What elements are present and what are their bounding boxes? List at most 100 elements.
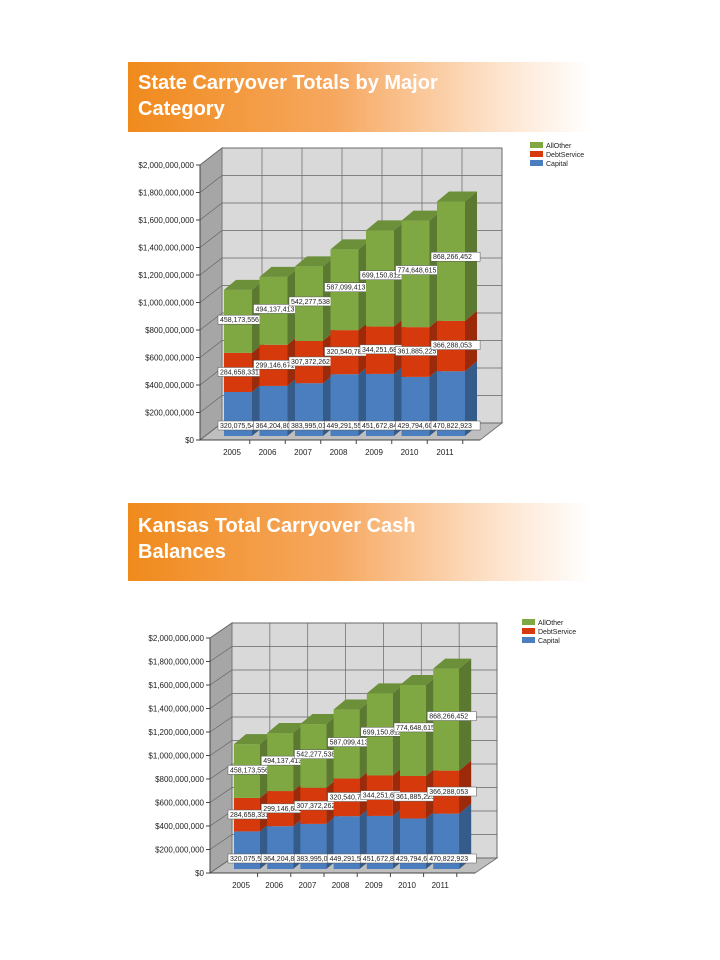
data-label: 307,372,262 <box>291 359 330 366</box>
x-tick-label: 2007 <box>294 448 312 457</box>
data-label: 307,372,262 <box>296 803 335 810</box>
y-tick-label: $1,800,000,000 <box>138 189 194 198</box>
x-tick-label: 2007 <box>299 881 317 890</box>
data-label: 699,150,812 <box>363 729 402 736</box>
legend-swatch-allother <box>522 619 535 625</box>
x-tick-label: 2005 <box>223 448 241 457</box>
data-label: 364,204,808 <box>263 856 302 863</box>
bar-top-allother <box>333 699 372 710</box>
data-label: 383,995,018 <box>291 423 330 430</box>
data-label-box <box>426 786 477 797</box>
data-label-box <box>426 853 477 864</box>
y-tick-label: $1,000,000,000 <box>148 752 204 761</box>
data-label: 470,822,923 <box>429 856 468 863</box>
slide-title-banner: State Carryover Totals by Major Category <box>128 62 590 132</box>
data-label: 449,291,553 <box>327 423 366 430</box>
data-label-box <box>430 420 481 431</box>
bar-top-allother <box>259 266 300 277</box>
bar-side-capital <box>465 361 477 436</box>
data-label-box <box>426 711 477 721</box>
data-label: 366,288,053 <box>429 789 468 796</box>
data-label-box <box>430 251 481 262</box>
gridline <box>199 175 502 193</box>
y-tick-label: $1,400,000,000 <box>148 705 204 714</box>
y-tick-label: $800,000,000 <box>145 326 194 335</box>
legend-swatch-debtservice <box>530 151 543 157</box>
x-tick-label: 2010 <box>401 448 419 457</box>
data-label: 284,658,331 <box>220 369 259 376</box>
data-label: 383,995,018 <box>296 856 335 863</box>
x-tick-label: 2011 <box>432 881 450 890</box>
data-label: 299,146,671 <box>263 806 302 813</box>
y-tick-label: $2,000,000,000 <box>138 161 194 170</box>
bar-top-allother <box>330 239 371 250</box>
y-tick-label: $1,000,000,000 <box>138 299 194 308</box>
data-label: 344,251,687 <box>362 347 401 354</box>
legend-label: DebtService <box>538 629 576 636</box>
y-tick-label: $200,000,000 <box>145 409 194 418</box>
legend-label: Capital <box>538 638 560 645</box>
data-label: 320,075,543 <box>230 856 269 863</box>
bar-top-allother <box>433 658 472 669</box>
legend-label: AllOther <box>546 143 572 150</box>
y-tick-label: $1,400,000,000 <box>138 244 194 253</box>
data-label: 494,137,413 <box>263 758 302 765</box>
y-tick-label: $2,000,000,000 <box>148 634 204 643</box>
y-tick-label: $0 <box>185 436 194 445</box>
data-label: 284,658,331 <box>230 812 269 819</box>
data-label: 470,822,923 <box>433 423 472 430</box>
data-label: 361,885,225 <box>398 349 437 356</box>
y-tick-label: $1,200,000,000 <box>148 728 204 737</box>
data-label: 458,173,556 <box>230 767 269 774</box>
data-label: 774,648,615 <box>398 268 437 275</box>
data-label: 320,540,785 <box>327 349 366 356</box>
y-tick-label: $400,000,000 <box>155 822 204 831</box>
data-label: 364,204,808 <box>256 423 295 430</box>
legend-swatch-allother <box>530 142 543 148</box>
data-label: 320,540,785 <box>330 794 369 801</box>
y-tick-label: $1,200,000,000 <box>138 271 194 280</box>
y-tick-label: $600,000,000 <box>155 799 204 808</box>
data-label: 344,251,687 <box>363 793 402 800</box>
data-label: 868,266,452 <box>433 254 472 261</box>
y-tick-label: $1,600,000,000 <box>138 216 194 225</box>
data-label: 587,099,413 <box>330 740 369 747</box>
x-tick-label: 2011 <box>436 448 454 457</box>
data-label: 299,146,671 <box>256 362 295 369</box>
y-tick-label: $400,000,000 <box>145 381 194 390</box>
legend-swatch-capital <box>530 160 543 166</box>
bar-top-allother <box>295 256 335 267</box>
gridline <box>209 622 497 639</box>
data-label: 320,075,543 <box>220 423 259 430</box>
bar-top-allother <box>366 683 405 694</box>
bar-top-allother <box>437 191 477 202</box>
x-tick-label: 2008 <box>330 448 348 457</box>
x-tick-label: 2009 <box>365 448 383 457</box>
gridline <box>199 202 502 221</box>
data-label: 361,885,225 <box>396 794 435 801</box>
data-label: 429,794,605 <box>396 856 435 863</box>
data-label: 699,150,812 <box>362 273 401 280</box>
bar-top-allother <box>234 734 272 745</box>
x-tick-label: 2006 <box>259 448 277 457</box>
data-label: 451,672,840 <box>362 423 401 430</box>
data-label: 449,291,553 <box>330 856 369 863</box>
legend-swatch-capital <box>522 637 535 643</box>
y-tick-label: $1,600,000,000 <box>148 681 204 690</box>
slide-title: Kansas Total Carryover Cash Balances <box>138 515 416 563</box>
bar-top-allother <box>366 220 406 231</box>
bar-top-allother <box>300 714 339 725</box>
bar-top-allother <box>401 210 442 221</box>
legend-label: DebtService <box>546 152 584 159</box>
data-label: 451,672,840 <box>363 856 402 863</box>
bar-capital <box>234 831 260 869</box>
y-tick-label: $800,000,000 <box>155 775 204 784</box>
bar-top-allother <box>224 279 264 290</box>
bar-top-allother <box>400 674 438 685</box>
data-label: 542,277,538 <box>291 299 330 306</box>
data-label: 774,648,615 <box>396 725 435 732</box>
data-label: 429,794,605 <box>398 423 437 430</box>
gridline <box>209 646 497 662</box>
